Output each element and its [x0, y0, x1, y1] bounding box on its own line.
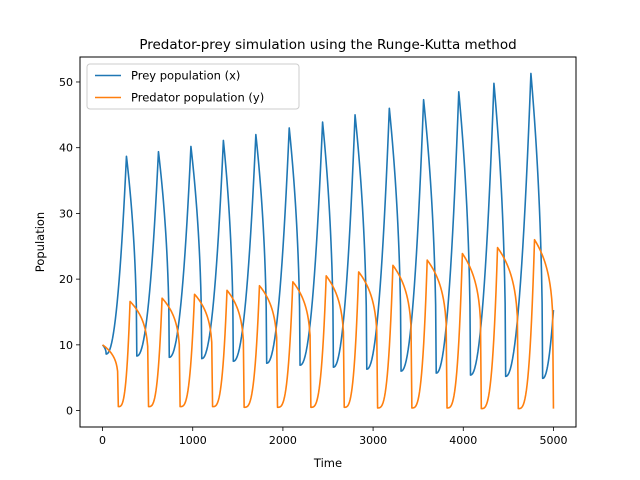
legend-label-predator: Predator population (y) [131, 91, 264, 105]
series-line-1 [102, 238, 555, 410]
y-tick-label: 20 [59, 273, 73, 286]
x-axis: 0 1000 2000 3000 4000 5000 [99, 427, 567, 447]
y-tick-label: 40 [59, 142, 73, 155]
y-axis-label: Population [33, 212, 47, 272]
legend: Prey population (x) Predator population … [86, 63, 300, 110]
y-tick-label: 50 [59, 76, 73, 89]
y-tick-label: 0 [66, 405, 73, 418]
x-tick-label: 1000 [179, 434, 207, 447]
series-line-0 [101, 72, 555, 380]
legend-box [86, 63, 300, 110]
y-tick-label: 30 [59, 207, 73, 220]
y-axis: 0 10 20 30 40 50 [59, 76, 80, 418]
x-tick-label: 2000 [269, 434, 297, 447]
x-tick-label: 0 [99, 434, 106, 447]
x-tick-label: 4000 [449, 434, 477, 447]
series-layer [101, 72, 555, 410]
legend-label-prey: Prey population (x) [131, 69, 240, 83]
chart-title: Predator-prey simulation using the Runge… [139, 37, 516, 53]
x-tick-label: 5000 [539, 434, 567, 447]
y-tick-label: 10 [59, 339, 73, 352]
x-axis-label: Time [313, 456, 342, 470]
x-tick-label: 3000 [359, 434, 387, 447]
plot-frame [79, 56, 577, 428]
